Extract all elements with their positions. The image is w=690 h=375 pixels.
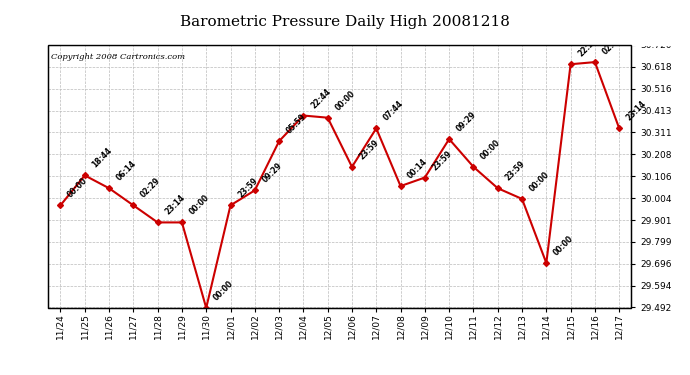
Text: 23:14: 23:14: [624, 99, 648, 123]
Text: 00:00: 00:00: [479, 138, 502, 161]
Text: 02:59: 02:59: [600, 33, 624, 57]
Text: 09:29: 09:29: [455, 110, 478, 134]
Text: Barometric Pressure Daily High 20081218: Barometric Pressure Daily High 20081218: [180, 15, 510, 29]
Text: Copyright 2008 Cartronics.com: Copyright 2008 Cartronics.com: [51, 53, 186, 61]
Text: 23:59: 23:59: [357, 138, 381, 161]
Text: 09:29: 09:29: [260, 161, 284, 185]
Text: 05:59: 05:59: [285, 112, 308, 136]
Text: 00:00: 00:00: [66, 176, 90, 200]
Text: 22:29: 22:29: [576, 35, 600, 58]
Text: 23:59: 23:59: [503, 159, 526, 183]
Text: 18:44: 18:44: [90, 146, 114, 170]
Text: 00:00: 00:00: [528, 170, 551, 194]
Text: 00:00: 00:00: [212, 279, 235, 302]
Text: 23:59: 23:59: [236, 176, 259, 200]
Text: 00:14: 00:14: [406, 157, 430, 180]
Text: 22:44: 22:44: [309, 87, 333, 110]
Text: 07:44: 07:44: [382, 99, 405, 123]
Text: 02:29: 02:29: [139, 176, 162, 200]
Text: 23:59: 23:59: [431, 148, 454, 172]
Text: 00:00: 00:00: [552, 234, 575, 258]
Text: 00:00: 00:00: [188, 194, 211, 217]
Text: 23:14: 23:14: [163, 194, 186, 217]
Text: 00:00: 00:00: [333, 89, 357, 112]
Text: 06:14: 06:14: [115, 159, 138, 183]
